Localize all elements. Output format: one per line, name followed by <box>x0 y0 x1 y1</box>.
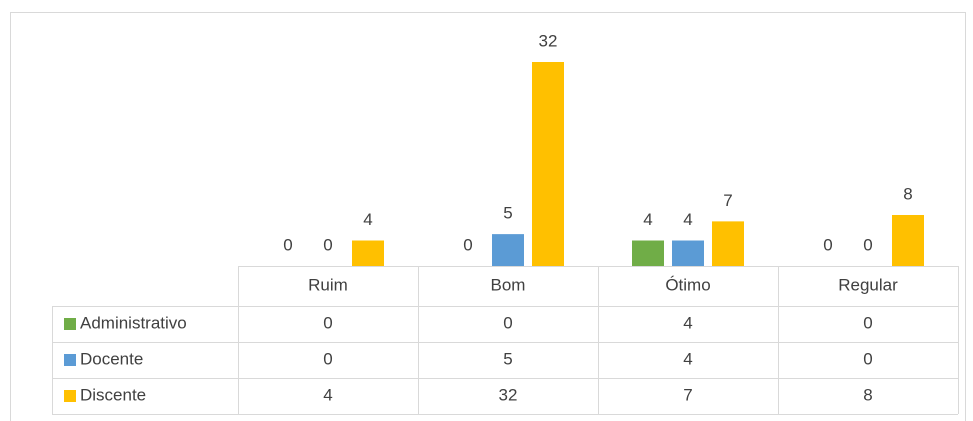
legend-label: Administrativo <box>80 313 187 332</box>
table-cell: 0 <box>863 313 872 332</box>
bar <box>892 215 924 266</box>
table-cell: 4 <box>683 349 692 368</box>
x-tick-label: Regular <box>838 275 898 294</box>
data-label: 0 <box>283 235 292 254</box>
data-label: 0 <box>823 235 832 254</box>
table-cell: 0 <box>323 349 332 368</box>
table-cell: 8 <box>863 385 872 404</box>
bar <box>672 240 704 266</box>
bar <box>492 234 524 266</box>
legend-swatch <box>64 390 76 402</box>
data-label: 7 <box>723 191 732 210</box>
legend-swatch <box>64 318 76 330</box>
data-label: 0 <box>323 235 332 254</box>
table-cell: 0 <box>323 313 332 332</box>
chart-border <box>10 12 966 421</box>
table-cell: 0 <box>863 349 872 368</box>
data-label: 4 <box>363 210 372 229</box>
data-label: 5 <box>503 204 512 223</box>
legend-swatch <box>64 354 76 366</box>
x-tick-label: Bom <box>491 275 526 294</box>
legend-label: Docente <box>80 349 143 368</box>
table-cell: 0 <box>503 313 512 332</box>
bar <box>352 240 384 266</box>
x-tick-label: Ruim <box>308 275 348 294</box>
data-label: 0 <box>463 235 472 254</box>
bar <box>532 62 564 266</box>
table-cell: 4 <box>683 313 692 332</box>
data-label: 32 <box>539 31 558 50</box>
data-label: 4 <box>643 210 652 229</box>
bar <box>712 221 744 266</box>
x-tick-label: Ótimo <box>665 275 710 294</box>
legend-label: Discente <box>80 385 146 404</box>
data-label: 0 <box>863 235 872 254</box>
data-label: 8 <box>903 184 912 203</box>
data-label: 4 <box>683 210 692 229</box>
table-cell: 4 <box>323 385 332 404</box>
table-cell: 7 <box>683 385 692 404</box>
table-cell: 5 <box>503 349 512 368</box>
bar <box>632 240 664 266</box>
table-cell: 32 <box>499 385 518 404</box>
